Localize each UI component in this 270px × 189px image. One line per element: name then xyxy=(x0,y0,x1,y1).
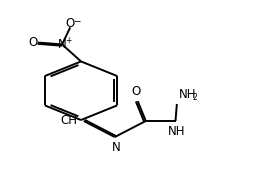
Text: O: O xyxy=(66,17,75,30)
Text: 2: 2 xyxy=(193,93,197,102)
Text: O: O xyxy=(28,36,38,49)
Text: NH: NH xyxy=(168,125,185,138)
Text: −: − xyxy=(73,16,80,25)
Text: N: N xyxy=(112,141,120,154)
Text: +: + xyxy=(65,36,72,45)
Text: N: N xyxy=(58,38,66,51)
Text: O: O xyxy=(132,85,141,98)
Text: CH: CH xyxy=(60,114,77,126)
Text: NH: NH xyxy=(179,88,197,101)
